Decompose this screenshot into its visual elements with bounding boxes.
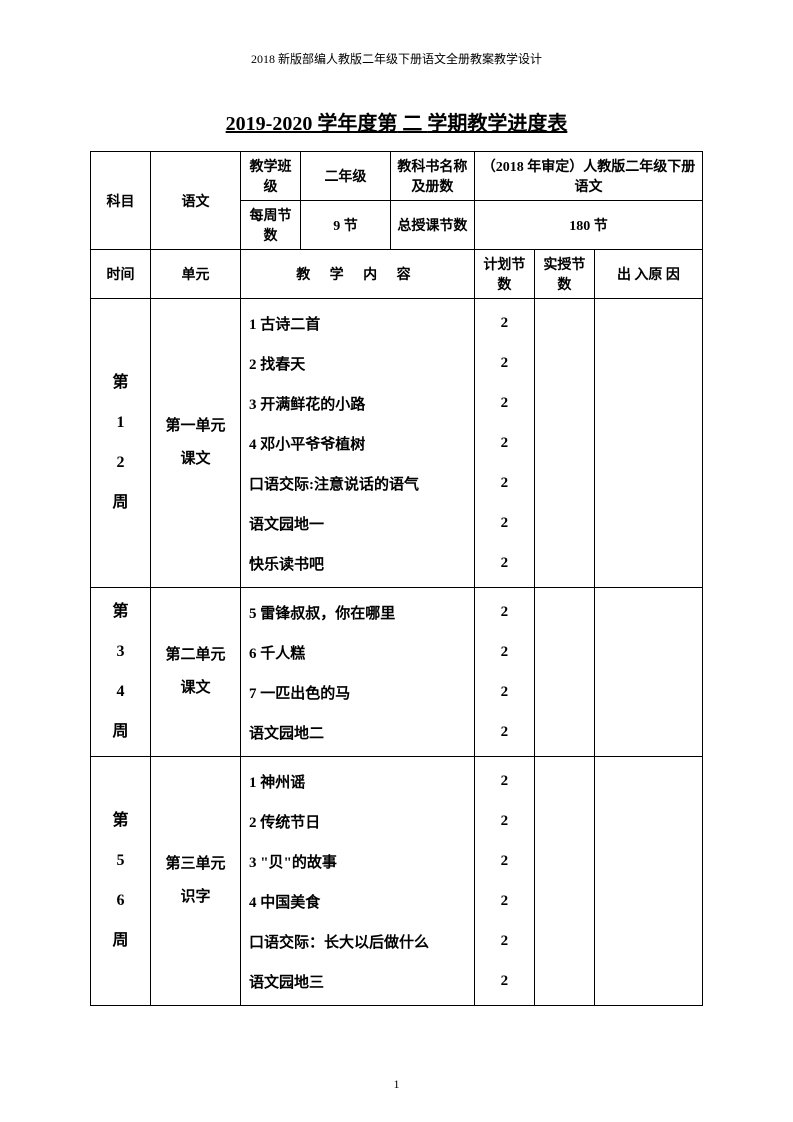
content-item: 语文园地三 xyxy=(249,961,472,1001)
unit2-plan: 2 2 2 2 xyxy=(474,588,534,757)
plan-item: 2 xyxy=(477,303,532,343)
unit1-content: 1 古诗二首 2 找春天 3 开满鲜花的小路 4 邓小平爷爷植树 口语交际:注意… xyxy=(240,299,474,588)
plan-item: 2 xyxy=(477,881,532,921)
content-item: 4 中国美食 xyxy=(249,881,472,921)
col-reason: 出 入原 因 xyxy=(594,250,702,299)
plan-item: 2 xyxy=(477,712,532,752)
unit1-plan: 2 2 2 2 2 2 2 xyxy=(474,299,534,588)
content-item: 快乐读书吧 xyxy=(249,543,472,583)
content-item: 6 千人糕 xyxy=(249,632,472,672)
title-semester: 二 xyxy=(397,113,427,135)
subject-label: 科目 xyxy=(91,152,151,250)
weekly-value: 9 节 xyxy=(300,201,390,250)
plan-item: 2 xyxy=(477,592,532,632)
subject-value: 语文 xyxy=(150,152,240,250)
content-item: 语文园地一 xyxy=(249,503,472,543)
unit2-reason xyxy=(594,588,702,757)
unit1-actual xyxy=(534,299,594,588)
weekly-label: 每周节数 xyxy=(240,201,300,250)
content-item: 3 开满鲜花的小路 xyxy=(249,383,472,423)
plan-item: 2 xyxy=(477,343,532,383)
content-item: 口语交际：长大以后做什么 xyxy=(249,921,472,961)
total-label: 总授课节数 xyxy=(390,201,474,250)
unit2-time: 第34周 xyxy=(91,588,151,757)
plan-item: 2 xyxy=(477,841,532,881)
content-item: 2 找春天 xyxy=(249,343,472,383)
content-item: 口语交际:注意说话的语气 xyxy=(249,463,472,503)
unit1-reason xyxy=(594,299,702,588)
class-value: 二年级 xyxy=(300,152,390,201)
plan-item: 2 xyxy=(477,761,532,801)
col-content: 教 学 内 容 xyxy=(240,250,474,299)
content-item: 1 神州谣 xyxy=(249,761,472,801)
unit3-reason xyxy=(594,757,702,1006)
content-item: 语文园地二 xyxy=(249,712,472,752)
textbook-label: 教科书名称及册数 xyxy=(390,152,474,201)
document-header: 2018 新版部编人教版二年级下册语文全册教案教学设计 xyxy=(90,50,703,67)
unit3-actual xyxy=(534,757,594,1006)
col-unit: 单元 xyxy=(150,250,240,299)
unit3-time: 第56周 xyxy=(91,757,151,1006)
content-item: 1 古诗二首 xyxy=(249,303,472,343)
content-item: 2 传统节日 xyxy=(249,801,472,841)
content-item: 7 一匹出色的马 xyxy=(249,672,472,712)
content-item: 5 雷锋叔叔，你在哪里 xyxy=(249,592,472,632)
unit3-plan: 2 2 2 2 2 2 xyxy=(474,757,534,1006)
document-title: 2019-2020 学年度第 二 学期教学进度表 xyxy=(90,107,703,136)
plan-item: 2 xyxy=(477,543,532,583)
unit3-name: 第三单元识字 xyxy=(150,757,240,1006)
unit2-name: 第二单元课文 xyxy=(150,588,240,757)
schedule-table: 科目 语文 教学班级 二年级 教科书名称及册数 （2018 年审定）人教版二年级… xyxy=(90,151,703,1006)
total-value: 180 节 xyxy=(474,201,702,250)
textbook-value: （2018 年审定）人教版二年级下册语文 xyxy=(474,152,702,201)
plan-item: 2 xyxy=(477,672,532,712)
class-label: 教学班级 xyxy=(240,152,300,201)
unit2-actual xyxy=(534,588,594,757)
unit3-content: 1 神州谣 2 传统节日 3 "贝"的故事 4 中国美食 口语交际：长大以后做什… xyxy=(240,757,474,1006)
col-time: 时间 xyxy=(91,250,151,299)
content-item: 4 邓小平爷爷植树 xyxy=(249,423,472,463)
plan-item: 2 xyxy=(477,503,532,543)
page-number: 1 xyxy=(0,1077,793,1092)
plan-item: 2 xyxy=(477,961,532,1001)
plan-item: 2 xyxy=(477,383,532,423)
content-item: 3 "贝"的故事 xyxy=(249,841,472,881)
unit2-content: 5 雷锋叔叔，你在哪里 6 千人糕 7 一匹出色的马 语文园地二 xyxy=(240,588,474,757)
plan-item: 2 xyxy=(477,463,532,503)
col-actual: 实授节数 xyxy=(534,250,594,299)
plan-item: 2 xyxy=(477,423,532,463)
unit1-time: 第12周 xyxy=(91,299,151,588)
title-year: 2019-2020 学年度第 xyxy=(226,113,398,135)
col-plan: 计划节数 xyxy=(474,250,534,299)
unit1-name: 第一单元课文 xyxy=(150,299,240,588)
plan-item: 2 xyxy=(477,921,532,961)
plan-item: 2 xyxy=(477,632,532,672)
plan-item: 2 xyxy=(477,801,532,841)
title-suffix: 学期教学进度表 xyxy=(427,113,567,135)
